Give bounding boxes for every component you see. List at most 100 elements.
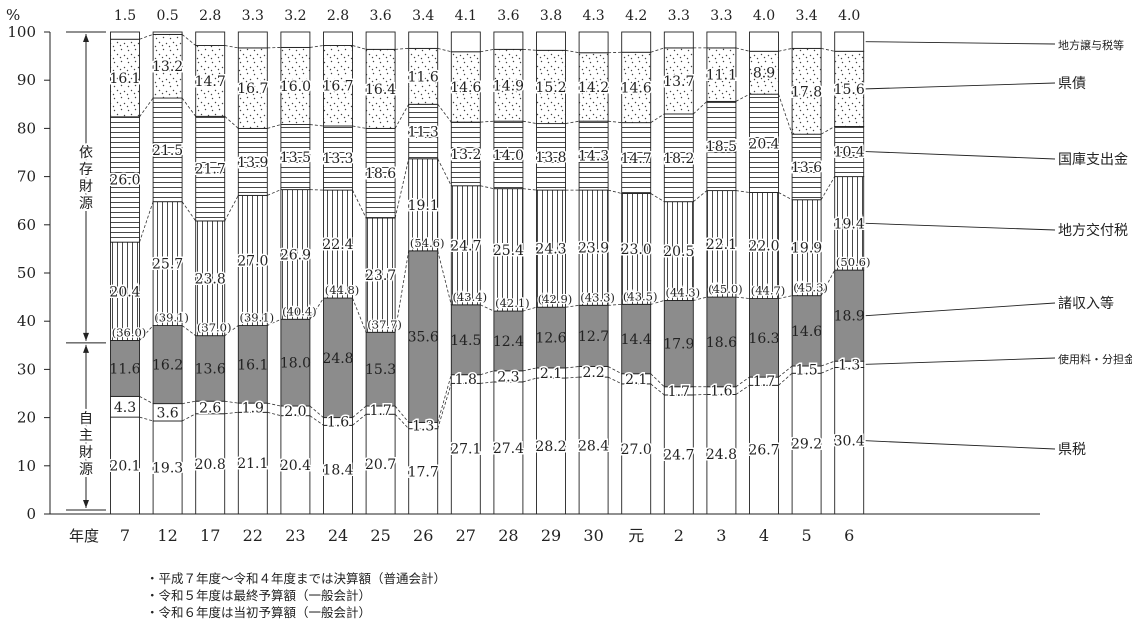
data-label: 24.8 [706,447,737,463]
data-label: 14.2 [578,80,609,96]
data-label: 12.7 [578,329,609,345]
data-label: 1.3 [838,357,860,373]
data-label: 3.6 [156,405,178,421]
connector-line [820,360,835,367]
connector-line [437,250,452,305]
data-label: 26.9 [280,247,311,263]
data-label: 26.0 [109,172,140,188]
connector-line [437,158,452,186]
connector-line [608,189,622,194]
data-label: 2.0 [284,404,306,420]
data-label: 13.7 [663,74,694,90]
data-label: 18.9 [834,309,865,325]
data-label: 1.3 [412,419,434,435]
bar-segment [323,424,353,515]
data-label: 27.4 [493,441,524,457]
bar-segment [280,31,311,48]
data-label: 27.1 [450,442,481,458]
bar-segment [706,47,737,102]
connector-line [224,400,239,404]
bar-segment [280,124,311,191]
data-label: 18.0 [280,356,311,372]
data-label: 2.8 [199,8,221,24]
connector-line [693,101,708,115]
y-tick-label: 0 [26,505,36,523]
connector-line [821,47,835,52]
bar-segment [536,306,566,369]
connector-line [139,396,154,404]
bar-segment [663,201,694,301]
connector-line [565,304,580,308]
data-label: 19.3 [152,460,183,476]
bar-segment [621,31,652,53]
ratio-label: (44.8) [325,283,360,297]
y-tick-label: 80 [17,119,36,137]
x-tick-label: 30 [583,526,603,545]
bar-segment [749,31,779,52]
data-label: 3.8 [540,8,562,24]
connector-line [139,97,154,118]
ratio-label: (45.3) [793,281,828,295]
bars [110,31,865,515]
data-label: 14.6 [450,80,481,96]
connector-line [437,374,452,423]
data-label: 14.4 [621,332,652,348]
connector-line [650,300,665,305]
ratio-label: (43.5) [623,289,658,303]
connector-line [480,381,494,384]
data-label: 10.4 [834,145,865,161]
bar-segment [749,50,779,95]
legend-leader [865,41,1056,45]
bar-segment [663,47,694,115]
ratio-label: (40.4) [282,304,317,318]
connector-line [309,45,324,48]
bar-segment [578,31,609,54]
bracket-char: 源 [79,196,93,212]
legend-leader [865,302,1056,317]
connector-line [182,400,196,405]
bar-segment [408,428,439,515]
ratio-label: (42.9) [538,292,573,306]
bar-segment [323,297,353,419]
bracket-char: 財 [79,445,93,461]
bar-segment [323,189,353,299]
bar-segment [110,31,140,40]
footnotes: ・平成７年度～令和４年度までは決算額（普通会計） ・令和５年度は最終予算額（一般… [146,570,446,621]
data-label: 1.6 [710,384,732,400]
data-label: 1.7 [753,374,775,390]
bar-segment [152,420,183,515]
legend-label: 諸収入等 [1058,295,1114,312]
data-label: 1.7 [369,403,391,419]
legend-label: 地方譲与税等 [1058,38,1124,52]
data-label: 30.4 [834,434,865,450]
connector-line [522,306,537,312]
bar-segment [450,121,481,187]
data-label: 18.2 [663,151,694,167]
connector-line [522,188,537,191]
data-label: 8.9 [753,66,775,82]
data-label: 3.3 [242,8,264,24]
data-label: 25.4 [493,243,524,259]
data-label: 13.2 [450,147,481,163]
data-label: 18.5 [706,139,737,155]
bar-segment [110,340,140,397]
bar-segment [706,394,737,515]
connector-line [352,297,367,333]
connector-line [607,376,622,385]
bar-segment [493,188,524,312]
connector-line [650,193,665,203]
connector-line [778,372,793,386]
bar-segment [621,51,652,124]
data-label: 16.0 [280,79,311,95]
data-label: 14.7 [621,151,652,167]
x-tick-label: 4 [759,526,769,545]
bar-segment [195,45,226,117]
x-tick-label: 25 [370,526,390,545]
connector-line [608,303,622,306]
bar-segment [578,376,609,515]
bar-segment [237,411,268,515]
data-label: 20.1 [109,459,140,475]
